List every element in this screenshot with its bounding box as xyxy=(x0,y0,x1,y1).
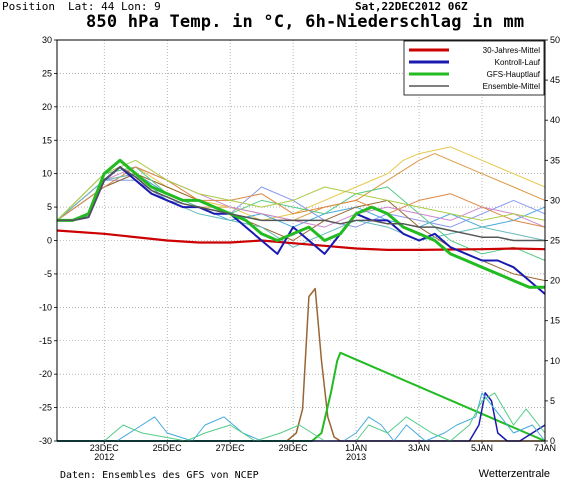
x-tick-sublabel: 2012 xyxy=(94,452,114,462)
x-tick-label: 1JAN xyxy=(345,443,367,453)
legend-label: 30-Jahres-Mittel xyxy=(483,46,541,55)
y-right-tick-label: 35 xyxy=(550,155,560,165)
legend-label: Kontroll-Lauf xyxy=(495,58,541,67)
position-label: Position xyxy=(2,0,55,13)
plot-frame xyxy=(56,39,546,442)
x-tick-label: 7JAN xyxy=(534,443,556,453)
x-tick-label: 29DEC xyxy=(279,443,309,453)
ensemble-member-line xyxy=(56,146,546,221)
y-right-tick-label: 45 xyxy=(550,75,560,85)
x-tick-label: 27DEC xyxy=(216,443,246,453)
ensemble-member-line xyxy=(57,392,546,442)
y-right-tick-label: 10 xyxy=(550,356,560,366)
x-tick-label: 25DEC xyxy=(153,443,183,453)
x-tick-label: 3JAN xyxy=(408,443,430,453)
ensemble-member-line xyxy=(56,166,546,228)
y-right-tick-label: 0 xyxy=(550,436,555,446)
y-right-tick-label: 15 xyxy=(550,316,560,326)
x-tick-label: 23DEC xyxy=(90,443,120,453)
y-left-tick-label: -20 xyxy=(39,369,52,379)
y-left-tick-label: 20 xyxy=(42,102,52,112)
lat-lon-label: Lat: 44 Lon: 9 xyxy=(68,0,161,13)
y-left-tick-label: 0 xyxy=(47,236,52,246)
y-right-tick-label: 20 xyxy=(550,276,560,286)
legend-label: Ensemble-Mittel xyxy=(483,82,541,91)
legend-label: GFS-Hauptlauf xyxy=(487,70,541,79)
y-right-tick-label: 40 xyxy=(550,115,560,125)
y-left-tick-label: -15 xyxy=(39,336,52,346)
y-right-tick-label: 5 xyxy=(550,396,555,406)
series-kontroll-lauf xyxy=(57,166,546,295)
y-left-tick-label: -25 xyxy=(39,403,52,413)
y-right-tick-label: 25 xyxy=(550,236,560,246)
y-left-tick-label: 30 xyxy=(42,35,52,45)
ensemble-member-line xyxy=(56,166,546,261)
ensemble-member-line xyxy=(56,173,546,282)
y-left-tick-label: 5 xyxy=(47,202,52,212)
y-left-tick-label: -30 xyxy=(39,436,52,446)
ensemble-member-line xyxy=(57,392,546,442)
chart-title: 850 hPa Temp. in °C, 6h-Niederschlag in … xyxy=(86,12,525,32)
y-left-tick-label: -5 xyxy=(44,269,52,279)
series-gfs-hauptlauf xyxy=(57,158,545,289)
x-tick-sublabel: 2013 xyxy=(346,452,366,462)
y-right-tick-label: 50 xyxy=(550,35,560,45)
y-right-tick-label: 30 xyxy=(550,195,560,205)
y-left-tick-label: 25 xyxy=(42,68,52,78)
series-30-jahres-mittel xyxy=(56,229,546,251)
ensemble-member-line xyxy=(56,173,546,228)
y-left-tick-label: 15 xyxy=(42,135,52,145)
run-date: Sat,22DEC2012 06Z xyxy=(355,0,468,13)
data-source: Daten: Ensembles des GFS von NCEP xyxy=(60,470,259,481)
ensemble-member-line xyxy=(56,159,546,221)
brand-label: Wetterzentrale xyxy=(478,468,550,480)
y-left-tick-label: -10 xyxy=(39,302,52,312)
y-left-tick-label: 10 xyxy=(42,169,52,179)
ensemble-member-line xyxy=(57,287,545,442)
x-tick-label: 5JAN xyxy=(471,443,493,453)
series-ensemble-mittel xyxy=(57,166,545,242)
